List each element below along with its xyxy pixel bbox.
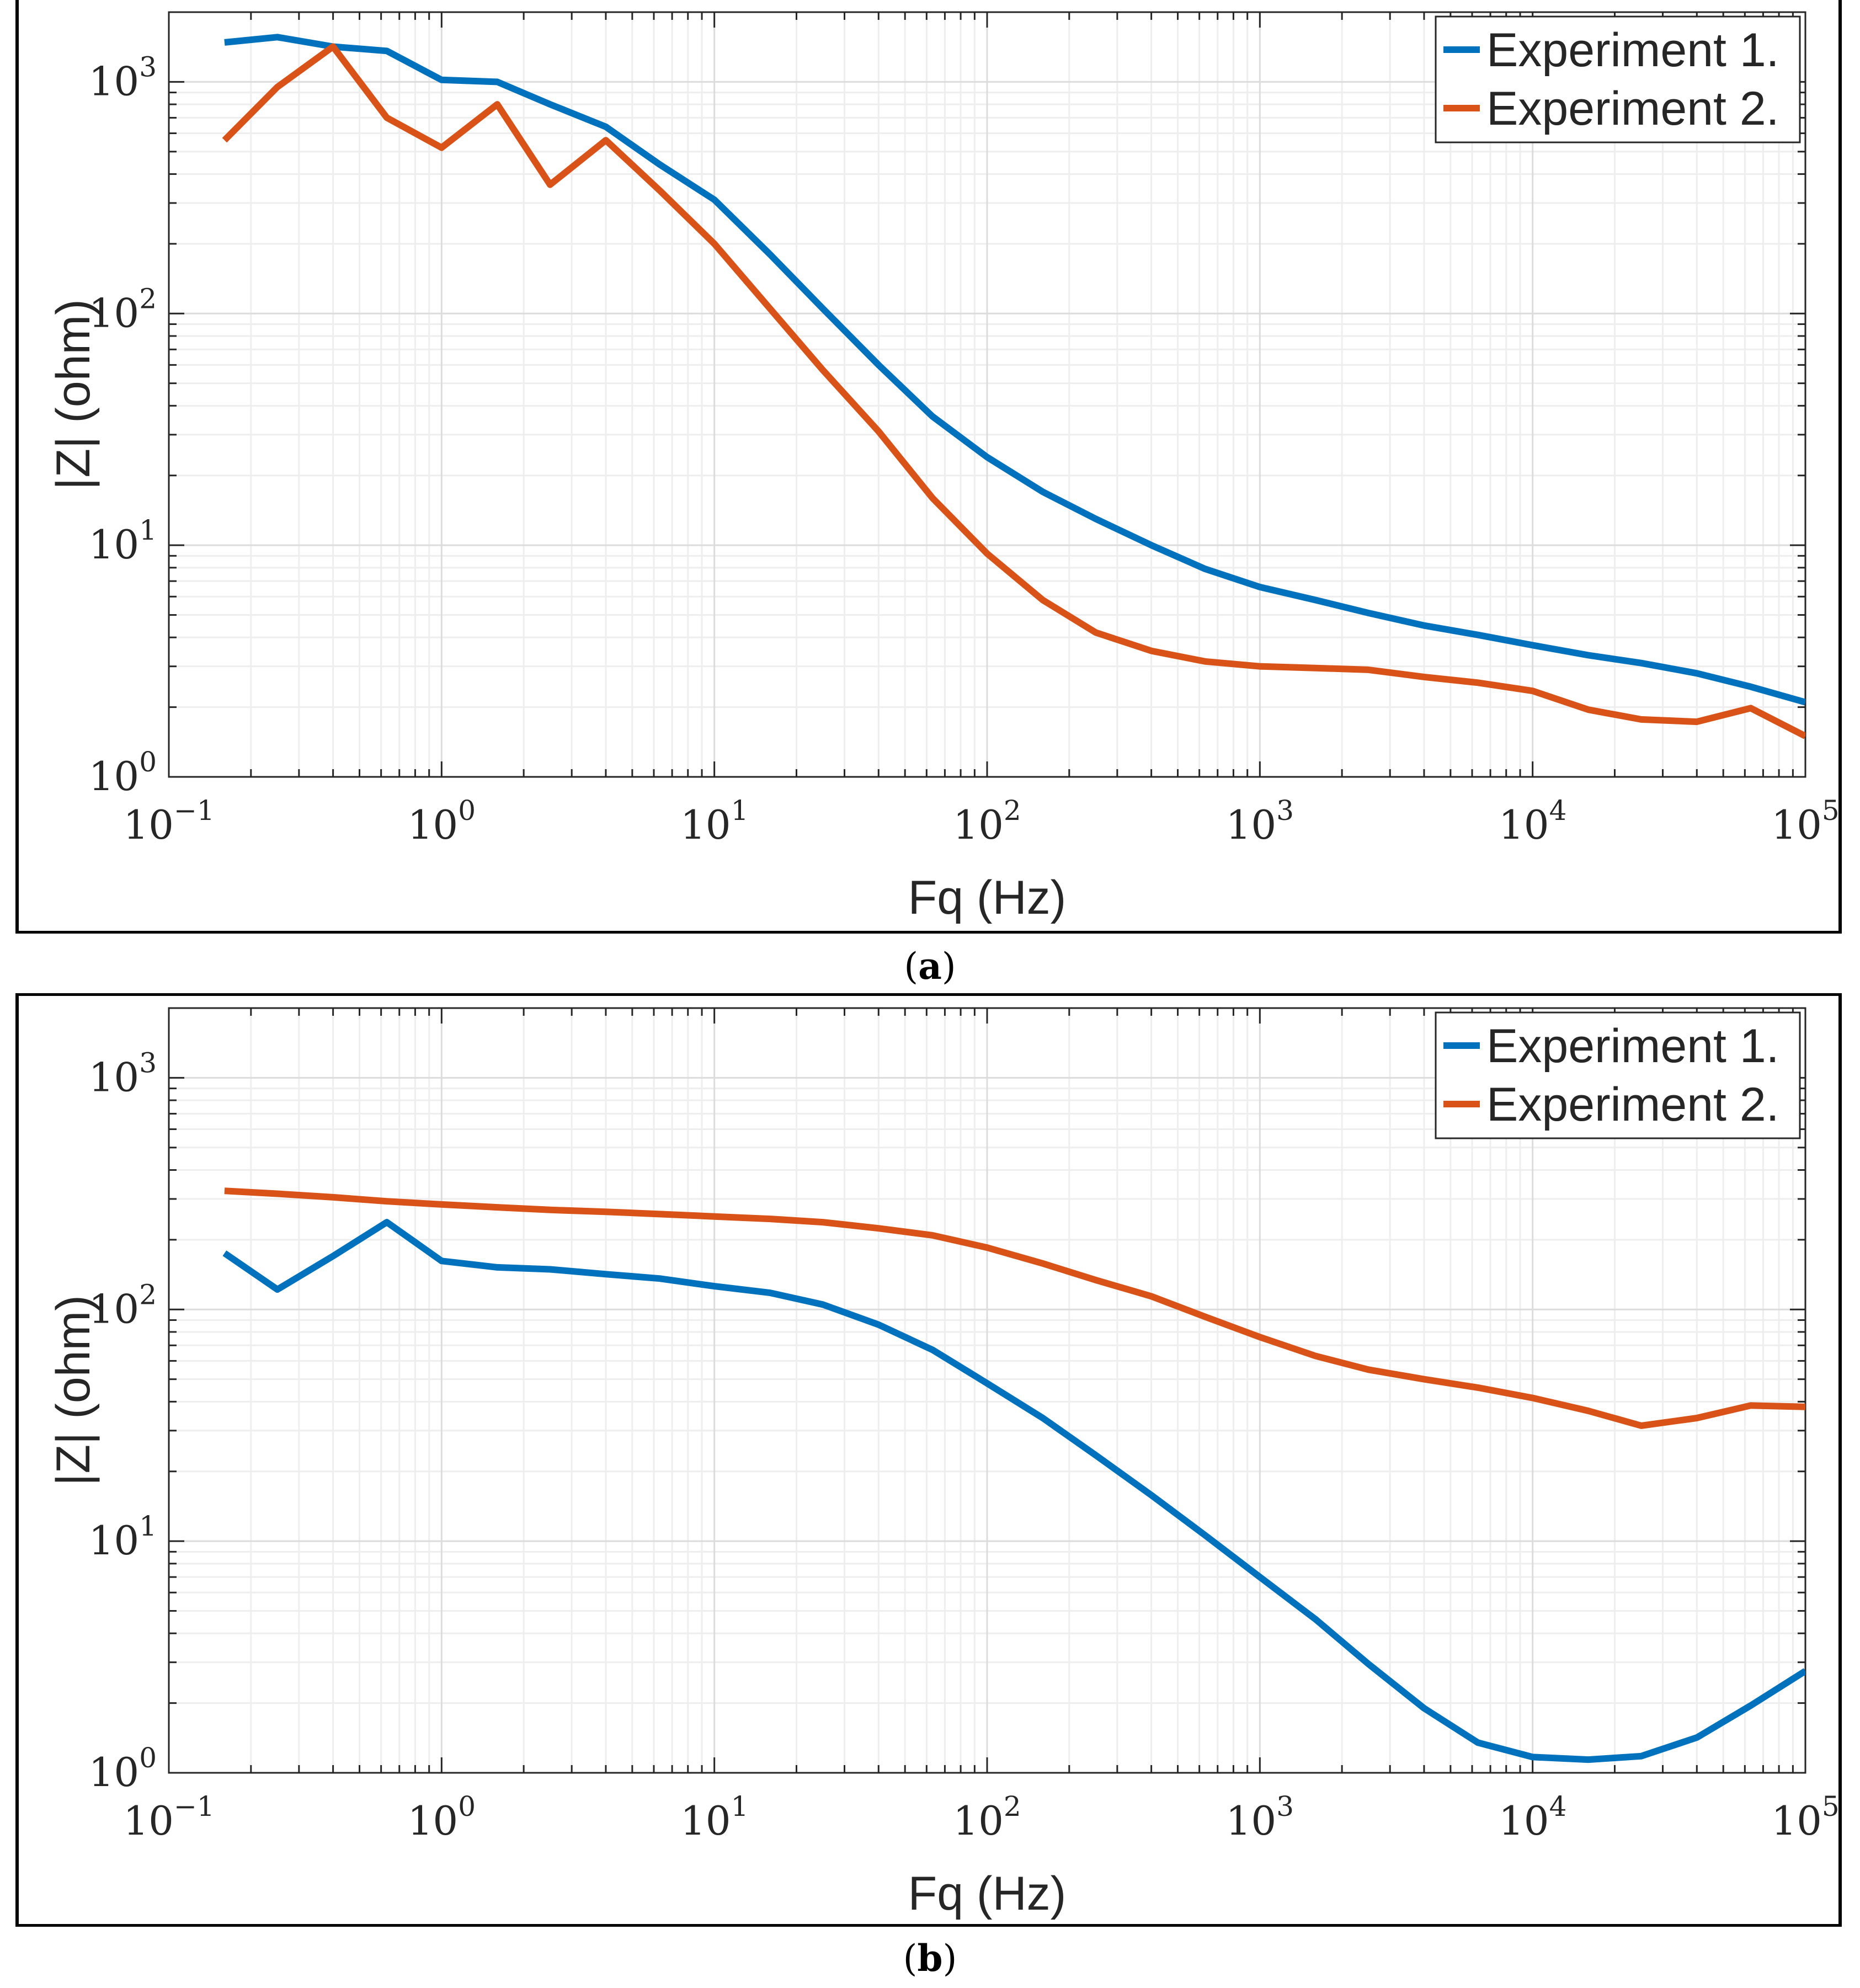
x-tick-label-base: 10 bbox=[680, 1798, 731, 1844]
ticks bbox=[168, 1007, 1806, 1774]
y-tick-label-base: 10 bbox=[89, 521, 140, 568]
x-tick-label-base: 10 bbox=[1499, 1798, 1549, 1844]
x-tick-label-exponent: 0 bbox=[458, 1790, 476, 1822]
y-tick-label: 101 bbox=[89, 514, 157, 568]
x-tick-label-base: 10 bbox=[1771, 802, 1822, 848]
caption-a-label: a bbox=[918, 945, 942, 988]
x-tick-label: 102 bbox=[953, 1790, 1021, 1844]
y-tick-label-base: 10 bbox=[89, 1749, 140, 1795]
chart-panel-a: 10−1 100 101 102 103 104 105 100 101 102 103 Fq (Hz… bbox=[15, 0, 1842, 934]
series-lines bbox=[222, 1187, 1805, 1763]
caption-a: (a) bbox=[904, 945, 956, 988]
x-axis-label: Fq (Hz) bbox=[908, 1867, 1067, 1920]
x-tick-label-base: 10 bbox=[953, 1798, 1004, 1844]
grid bbox=[168, 12, 1806, 778]
y-tick-label: 103 bbox=[89, 1047, 157, 1100]
x-tick-label: 101 bbox=[680, 795, 748, 848]
series-lines bbox=[222, 34, 1805, 739]
series-line-1 bbox=[222, 1219, 1805, 1763]
x-tick-label-base: 10 bbox=[408, 802, 459, 848]
caption-b: (b) bbox=[903, 1937, 957, 1980]
x-tick-label-exponent: 1 bbox=[731, 795, 749, 827]
x-tick-label: 10−1 bbox=[123, 795, 214, 848]
x-tick-label-exponent: 4 bbox=[1549, 795, 1567, 827]
y-tick-label: 102 bbox=[89, 283, 157, 336]
y-tick-label-exponent: 2 bbox=[139, 283, 157, 315]
legend-label-1: Experiment 1. bbox=[1486, 1020, 1779, 1073]
y-tick-label-exponent: 3 bbox=[139, 51, 157, 83]
x-tick-label-base: 10 bbox=[680, 802, 731, 848]
y-axis-label: |Z| (ohm) bbox=[47, 1295, 100, 1486]
x-tick-label: 10−1 bbox=[123, 1790, 214, 1844]
legend-label-2: Experiment 2. bbox=[1486, 1078, 1779, 1131]
series-line-1 bbox=[224, 34, 1805, 706]
legend-box bbox=[1435, 15, 1801, 143]
x-tick-label: 104 bbox=[1499, 795, 1566, 848]
y-tick-label-base: 10 bbox=[89, 1517, 140, 1564]
x-tick-label-base: 10 bbox=[123, 802, 174, 848]
y-tick-label-exponent: 3 bbox=[139, 1047, 157, 1079]
x-tick-label: 105 bbox=[1771, 795, 1838, 848]
x-tick-label-exponent: 5 bbox=[1822, 1790, 1838, 1822]
legend-label-1: Experiment 1. bbox=[1486, 24, 1779, 77]
x-tick-label-exponent: 3 bbox=[1276, 1790, 1294, 1822]
x-tick-label-base: 10 bbox=[1226, 802, 1277, 848]
x-tick-label-exponent: −1 bbox=[174, 795, 215, 827]
y-axis-label: |Z| (ohm) bbox=[47, 299, 100, 490]
x-tick-label-exponent: 0 bbox=[458, 795, 476, 827]
legend-label-2: Experiment 2. bbox=[1486, 82, 1779, 135]
x-tick-label: 100 bbox=[408, 795, 476, 848]
y-tick-label-exponent: 0 bbox=[139, 746, 157, 778]
x-tick-label-base: 10 bbox=[1771, 1798, 1822, 1844]
x-tick-label-exponent: 1 bbox=[731, 1790, 749, 1822]
x-tick-label: 102 bbox=[953, 795, 1021, 848]
y-tick-label-exponent: 2 bbox=[139, 1278, 157, 1310]
y-tick-label-exponent: 0 bbox=[139, 1742, 157, 1774]
legend-box bbox=[1435, 1011, 1801, 1139]
y-tick-label-exponent: 1 bbox=[139, 1510, 157, 1542]
x-axis-label: Fq (Hz) bbox=[908, 871, 1067, 924]
x-tick-label: 105 bbox=[1771, 1790, 1838, 1844]
y-tick-label-base: 10 bbox=[89, 58, 140, 104]
y-tick-label: 101 bbox=[89, 1510, 157, 1564]
y-tick-label-exponent: 1 bbox=[139, 514, 157, 546]
x-tick-label-exponent: 2 bbox=[1004, 1790, 1021, 1822]
y-tick-label-base: 10 bbox=[89, 290, 140, 336]
x-tick-label: 103 bbox=[1226, 795, 1294, 848]
x-tick-label-exponent: 5 bbox=[1822, 795, 1838, 827]
x-tick-label: 103 bbox=[1226, 1790, 1294, 1844]
x-tick-label-exponent: 2 bbox=[1004, 795, 1021, 827]
y-tick-label-base: 10 bbox=[89, 753, 140, 800]
x-tick-label-base: 10 bbox=[408, 1798, 459, 1844]
x-tick-label: 104 bbox=[1499, 1790, 1566, 1844]
x-tick-label-base: 10 bbox=[123, 1798, 174, 1844]
y-tick-label: 103 bbox=[89, 51, 157, 104]
x-tick-label-base: 10 bbox=[1499, 802, 1549, 848]
y-tick-label: 102 bbox=[89, 1278, 157, 1332]
series-line-2 bbox=[222, 43, 1805, 739]
legend: Experiment 1.Experiment 2. bbox=[1435, 15, 1801, 143]
x-tick-label: 100 bbox=[408, 1790, 476, 1844]
x-tick-label-exponent: −1 bbox=[174, 1790, 215, 1822]
x-tick-label-exponent: 3 bbox=[1276, 795, 1294, 827]
y-tick-label: 100 bbox=[89, 1742, 157, 1795]
y-tick-label-base: 10 bbox=[89, 1054, 140, 1100]
caption-b-label: b bbox=[917, 1937, 943, 1980]
chart-panel-b: 10−1 100 101 102 103 104 105 100 101 102 103 Fq (Hz… bbox=[15, 993, 1842, 1927]
x-tick-label: 101 bbox=[680, 1790, 748, 1844]
y-tick-label-base: 10 bbox=[89, 1286, 140, 1332]
x-tick-label-base: 10 bbox=[1226, 1798, 1277, 1844]
y-tick-label: 100 bbox=[89, 746, 157, 800]
series-line-2 bbox=[224, 1187, 1805, 1429]
x-tick-label-exponent: 4 bbox=[1549, 1790, 1567, 1822]
x-tick-label-base: 10 bbox=[953, 802, 1004, 848]
legend: Experiment 1.Experiment 2. bbox=[1435, 1011, 1801, 1139]
